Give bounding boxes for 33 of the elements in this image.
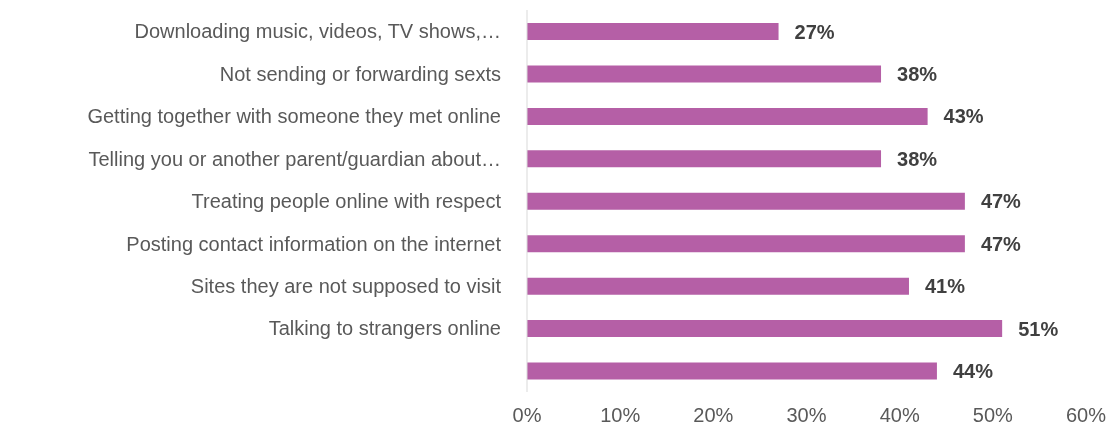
bar — [527, 277, 909, 295]
data-label: 38% — [897, 147, 938, 170]
bar — [527, 235, 965, 253]
data-label: 47% — [980, 232, 1022, 255]
bar — [527, 320, 1003, 338]
y-tick-label: Treating people online with respect — [191, 190, 502, 213]
x-tick-label: 10% — [600, 404, 641, 427]
x-tick-label: 50% — [972, 404, 1014, 427]
data-label: 47% — [980, 190, 1022, 213]
y-tick-label: Not sending or forwarding sexts — [219, 62, 501, 85]
data-label: 41% — [924, 275, 966, 298]
x-tick-label: 40% — [879, 404, 920, 427]
data-label: 51% — [1018, 317, 1059, 340]
y-tick-label: Getting together with someone they met online — [87, 105, 501, 128]
x-tick-label: 20% — [693, 404, 734, 427]
data-label: 43% — [943, 105, 984, 128]
bar — [527, 65, 882, 83]
bar — [527, 150, 882, 168]
data-label: 38% — [897, 63, 938, 86]
data-label: 27% — [794, 20, 835, 43]
x-tick-label: 30% — [786, 404, 827, 427]
y-tick-label: Sites they are not supposed to visit — [190, 274, 502, 297]
bar — [527, 192, 965, 210]
bar — [527, 362, 937, 380]
y-tick-label: Talking to strangers online — [268, 317, 501, 340]
data-label: 44% — [952, 360, 994, 383]
y-tick-label: Posting contact information on the internet — [126, 232, 502, 255]
y-tick-label: Telling you or another parent/guardian about… — [88, 147, 501, 170]
bar — [527, 107, 928, 125]
x-tick-label: 60% — [1065, 404, 1107, 427]
x-tick-label: 0% — [512, 404, 542, 427]
y-tick-label: Downloading music, videos, TV shows,… — [134, 20, 501, 43]
bar — [527, 23, 779, 40]
